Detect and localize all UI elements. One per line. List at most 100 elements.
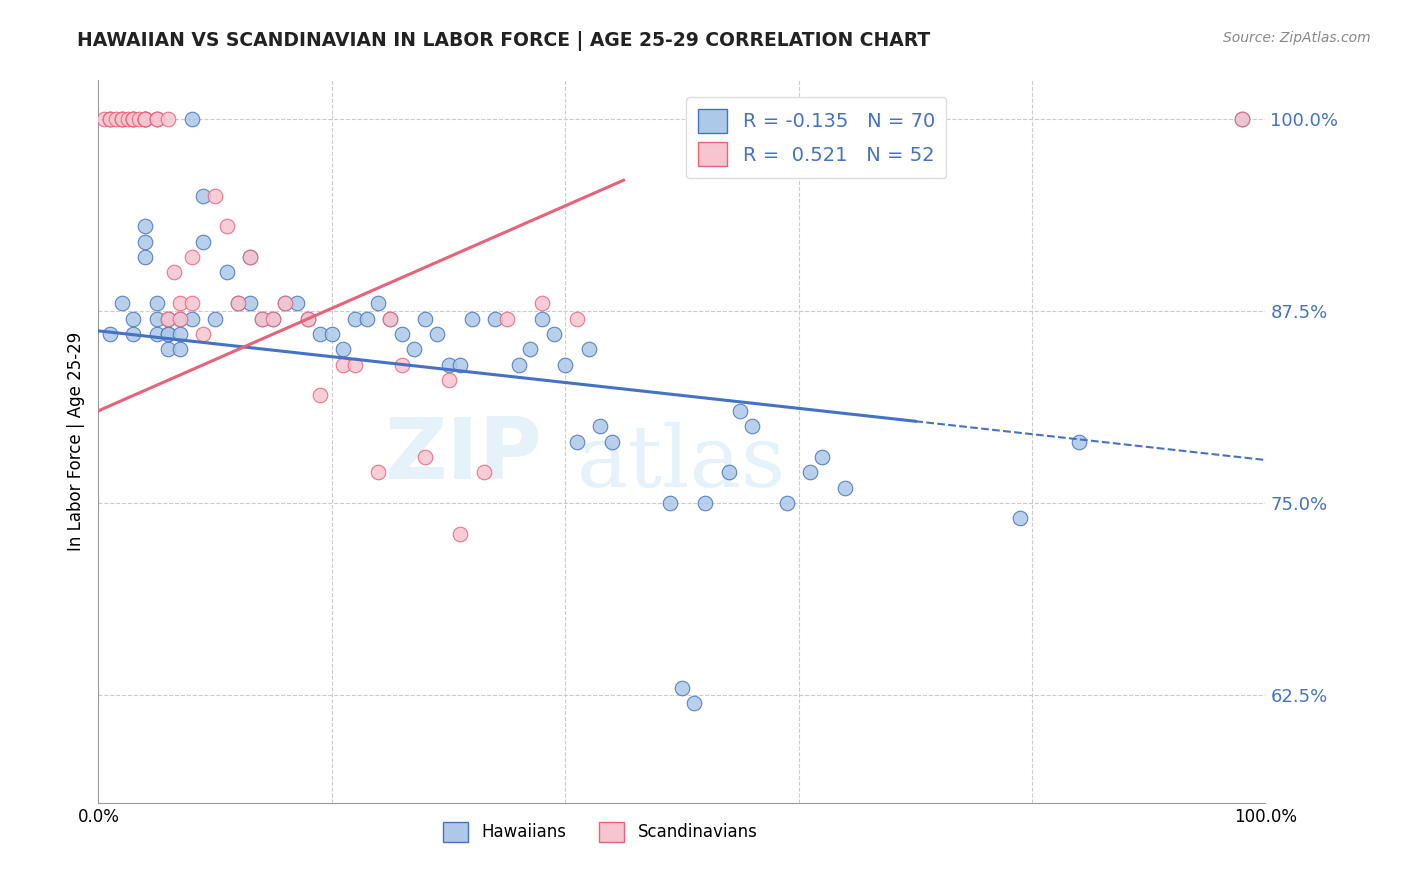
Point xyxy=(437,358,460,372)
Point xyxy=(146,311,169,326)
Point xyxy=(332,358,354,372)
Point xyxy=(122,112,145,126)
Text: HAWAIIAN VS SCANDINAVIAN IN LABOR FORCE | AGE 25-29 CORRELATION CHART: HAWAIIAN VS SCANDINAVIAN IN LABOR FORCE … xyxy=(77,31,931,51)
Point xyxy=(285,296,308,310)
Point xyxy=(146,112,169,126)
Point xyxy=(508,358,530,372)
Point xyxy=(169,326,191,341)
Point xyxy=(228,296,250,310)
Point xyxy=(111,112,134,126)
Point xyxy=(111,112,134,126)
Point xyxy=(589,419,612,434)
Point xyxy=(134,250,156,264)
Point xyxy=(461,311,484,326)
Point xyxy=(309,326,332,341)
Point xyxy=(297,311,319,326)
Point xyxy=(180,311,202,326)
Point xyxy=(93,112,115,126)
Point xyxy=(391,326,413,341)
Point xyxy=(321,326,343,341)
Point xyxy=(367,465,389,479)
Point xyxy=(356,311,378,326)
Point xyxy=(449,358,471,372)
Point xyxy=(811,450,834,464)
Text: Source: ZipAtlas.com: Source: ZipAtlas.com xyxy=(1223,31,1371,45)
Point xyxy=(169,311,191,326)
Point xyxy=(367,296,389,310)
Point xyxy=(134,112,156,126)
Point xyxy=(449,526,471,541)
Point xyxy=(730,404,752,418)
Point xyxy=(309,388,332,402)
Point xyxy=(180,250,202,264)
Point xyxy=(204,188,226,202)
Point xyxy=(98,112,121,126)
Point xyxy=(659,496,682,510)
Point xyxy=(893,112,915,126)
Point xyxy=(274,296,297,310)
Point xyxy=(391,358,413,372)
Point xyxy=(157,112,180,126)
Point xyxy=(146,112,169,126)
Point xyxy=(682,696,704,710)
Point xyxy=(146,326,169,341)
Point xyxy=(1230,112,1253,126)
Text: ZIP: ZIP xyxy=(384,415,541,498)
Point xyxy=(332,343,354,357)
Point xyxy=(554,358,576,372)
Point xyxy=(578,343,600,357)
Point xyxy=(274,296,297,310)
Point xyxy=(134,112,156,126)
Point xyxy=(297,311,319,326)
Point xyxy=(239,250,262,264)
Point xyxy=(193,326,215,341)
Point xyxy=(799,465,821,479)
Point xyxy=(111,296,134,310)
Point xyxy=(163,265,186,279)
Point xyxy=(239,296,262,310)
Point xyxy=(250,311,273,326)
Point xyxy=(717,465,740,479)
Point xyxy=(104,112,127,126)
Point xyxy=(671,681,693,695)
Point xyxy=(1230,112,1253,126)
Point xyxy=(834,481,856,495)
Point xyxy=(215,265,238,279)
Point xyxy=(134,112,156,126)
Point xyxy=(157,343,180,357)
Point xyxy=(239,250,262,264)
Point xyxy=(1010,511,1032,525)
Point xyxy=(111,112,134,126)
Point xyxy=(157,326,180,341)
Point xyxy=(146,112,169,126)
Point xyxy=(169,343,191,357)
Point xyxy=(98,112,121,126)
Point xyxy=(157,326,180,341)
Point xyxy=(193,235,215,249)
Point xyxy=(484,311,506,326)
Point xyxy=(426,326,449,341)
Point xyxy=(180,112,202,126)
Point xyxy=(157,311,180,326)
Point xyxy=(344,311,367,326)
Point xyxy=(98,112,121,126)
Point xyxy=(250,311,273,326)
Point xyxy=(98,326,121,341)
Point xyxy=(402,343,425,357)
Point xyxy=(437,373,460,387)
Point xyxy=(472,465,495,479)
Point xyxy=(344,358,367,372)
Point xyxy=(122,326,145,341)
Legend: Hawaiians, Scandinavians: Hawaiians, Scandinavians xyxy=(436,815,765,848)
Point xyxy=(215,219,238,234)
Point xyxy=(600,434,623,449)
Point xyxy=(1067,434,1090,449)
Point xyxy=(193,188,215,202)
Point xyxy=(741,419,763,434)
Point xyxy=(169,296,191,310)
Point xyxy=(122,112,145,126)
Point xyxy=(169,311,191,326)
Point xyxy=(519,343,541,357)
Point xyxy=(128,112,150,126)
Point xyxy=(134,112,156,126)
